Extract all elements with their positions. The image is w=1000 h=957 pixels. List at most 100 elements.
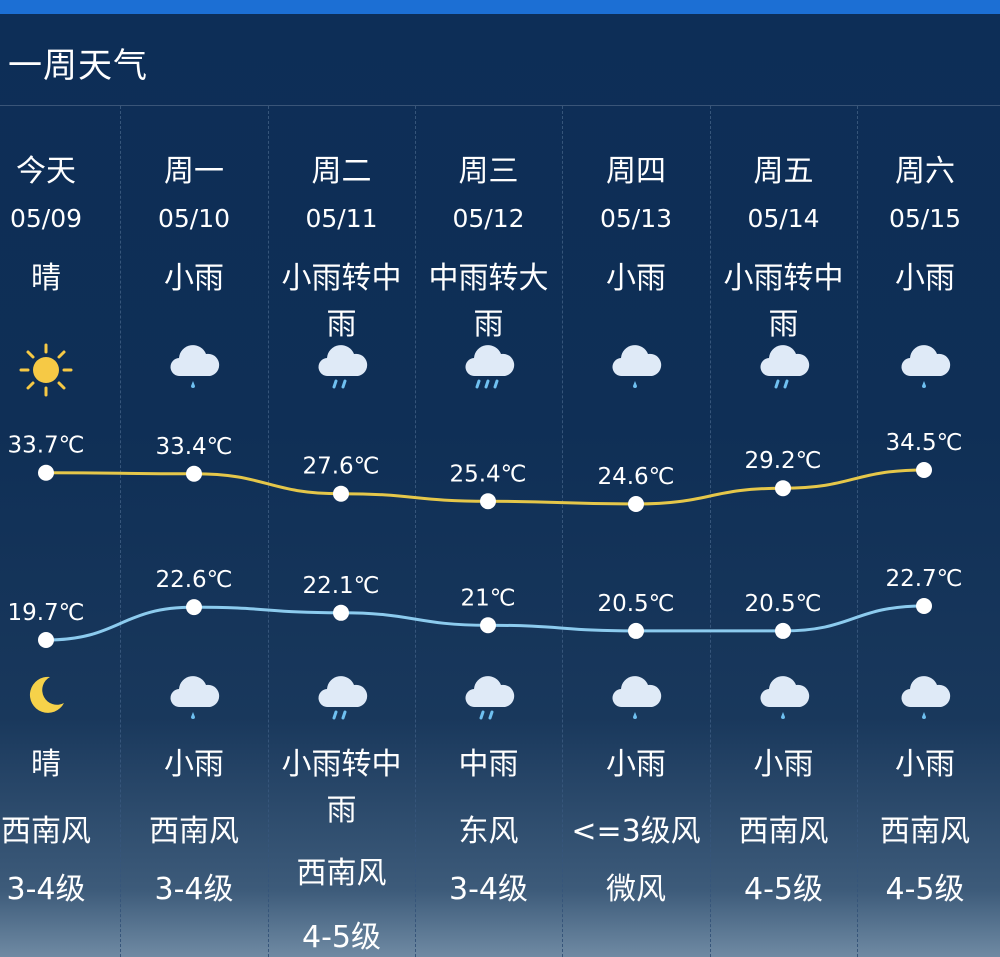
- low-temp-label: 22.1℃: [302, 573, 379, 599]
- wind-level: 3-4级: [449, 872, 528, 907]
- night-condition: 小雨: [164, 747, 224, 782]
- high-temp-label: 25.4℃: [449, 461, 526, 487]
- night-condition: 中雨: [458, 747, 519, 782]
- wind-level: 4-5级: [302, 920, 381, 955]
- night-condition: 小雨: [606, 747, 666, 782]
- day-column-thu[interactable]: 周四 05/13 小雨 小雨 <=3级风 微风: [562, 106, 710, 957]
- light-rain-icon: [608, 673, 664, 727]
- day-date: 05/13: [599, 204, 673, 233]
- day-name: 周四: [606, 154, 666, 189]
- night-condition: 小雨转中雨: [281, 747, 402, 828]
- low-temp-label: 22.7℃: [885, 566, 962, 592]
- light-rain-icon: [897, 673, 953, 727]
- high-temp-label: 33.4℃: [155, 434, 232, 460]
- column-divider: [268, 106, 269, 957]
- high-temp-point: [480, 493, 496, 510]
- moderate-rain-icon: [314, 342, 370, 396]
- day-name: 周六: [895, 154, 955, 189]
- wind-direction: 西南风: [149, 814, 239, 849]
- wind-direction: 东风: [458, 814, 519, 849]
- low-temp-point: [480, 617, 496, 634]
- column-divider: [120, 106, 121, 957]
- high-temp-label: 24.6℃: [597, 464, 674, 490]
- high-temp-label: 29.2℃: [744, 448, 821, 474]
- day-name: 周五: [753, 154, 814, 189]
- light-rain-icon: [166, 673, 222, 727]
- day-date: 05/12: [452, 204, 525, 233]
- wind-level: 4-5级: [885, 872, 965, 907]
- low-temp-label: 22.6℃: [155, 567, 232, 593]
- low-temp-label: 20.5℃: [597, 591, 674, 617]
- light-rain-icon: [166, 342, 222, 396]
- day-condition: 中雨转大雨: [428, 261, 549, 342]
- day-date: 05/10: [157, 204, 231, 233]
- day-name: 周三: [458, 154, 519, 189]
- sun-icon: [18, 342, 74, 402]
- wind-level: 3-4级: [154, 872, 234, 907]
- column-divider: [562, 106, 563, 957]
- heavy-rain-icon: [461, 342, 517, 396]
- day-column-sat[interactable]: 周六 05/15 小雨 小雨 西南风 4-5级: [857, 106, 993, 957]
- day-name: 周一: [164, 154, 224, 189]
- high-temp-point: [916, 462, 932, 478]
- high-temp-label: 34.5℃: [885, 430, 962, 456]
- day-condition: 小雨: [895, 261, 955, 296]
- wind-direction: <=3级风: [571, 814, 701, 849]
- moderate-rain-icon: [314, 673, 370, 727]
- day-date: 05/15: [888, 204, 962, 233]
- day-column-mon[interactable]: 周一 05/10 小雨 小雨 西南风 3-4级: [120, 106, 268, 957]
- light-rain-icon: [756, 673, 812, 727]
- low-temp-point: [38, 632, 54, 648]
- column-divider: [415, 106, 416, 957]
- day-condition: 小雨转中雨: [281, 261, 402, 342]
- high-temp-point: [775, 480, 791, 497]
- column-divider: [710, 106, 711, 957]
- low-temp-point: [333, 604, 349, 621]
- low-temp-point: [916, 598, 932, 614]
- day-column-today[interactable]: 今天 05/09 晴 晴 西南风 3-4级: [0, 106, 92, 957]
- wind-direction: 西南风: [738, 814, 829, 849]
- day-date: 05/14: [747, 204, 820, 233]
- day-condition: 小雨: [606, 261, 666, 296]
- low-temp-point: [775, 622, 791, 639]
- wind-level: 3-4级: [6, 872, 86, 907]
- day-name: 今天: [16, 154, 76, 189]
- column-divider: [857, 106, 858, 957]
- night-condition: 晴: [31, 747, 61, 782]
- high-temp-label: 33.7℃: [7, 433, 84, 459]
- day-date: 05/09: [9, 204, 83, 233]
- day-date: 05/11: [305, 204, 378, 233]
- high-temp-label: 27.6℃: [302, 454, 379, 480]
- day-column-tue[interactable]: 周二 05/11 小雨转中雨 小雨转中雨 西南风 4-5级: [268, 106, 415, 957]
- day-condition: 晴: [31, 261, 61, 296]
- high-temp-point: [38, 464, 54, 481]
- wind-direction: 西南风: [880, 814, 970, 849]
- low-temp-label: 20.5℃: [744, 591, 821, 617]
- top-accent-bar: [0, 0, 1000, 14]
- header: 一周天气: [0, 14, 1000, 106]
- low-temp-label: 21℃: [460, 585, 515, 611]
- day-condition: 小雨转中雨: [723, 261, 844, 342]
- light-rain-icon: [608, 342, 664, 396]
- day-condition: 小雨: [164, 261, 224, 296]
- day-name: 周二: [311, 154, 372, 189]
- light-rain-icon: [897, 342, 953, 396]
- wind-level: 微风: [606, 872, 666, 907]
- wind-direction: 西南风: [1, 814, 91, 849]
- low-temp-point: [186, 599, 202, 616]
- low-temp-point: [628, 622, 644, 639]
- high-temp-point: [628, 496, 644, 512]
- moon-icon: [24, 673, 68, 721]
- day-column-fri[interactable]: 周五 05/14 小雨转中雨 小雨 西南风 4-5级: [710, 106, 857, 957]
- wind-level: 4-5级: [744, 872, 823, 907]
- low-temp-label: 19.7℃: [7, 600, 84, 626]
- page-title: 一周天气: [8, 46, 148, 86]
- high-temp-point: [333, 485, 349, 502]
- moderate-rain-icon: [461, 673, 517, 727]
- high-temp-point: [186, 465, 202, 482]
- night-condition: 小雨: [753, 747, 814, 782]
- moderate-rain-icon: [756, 342, 812, 396]
- day-column-wed[interactable]: 周三 05/12 中雨转大雨 中雨 东风 3-4级: [415, 106, 562, 957]
- night-condition: 小雨: [895, 747, 955, 782]
